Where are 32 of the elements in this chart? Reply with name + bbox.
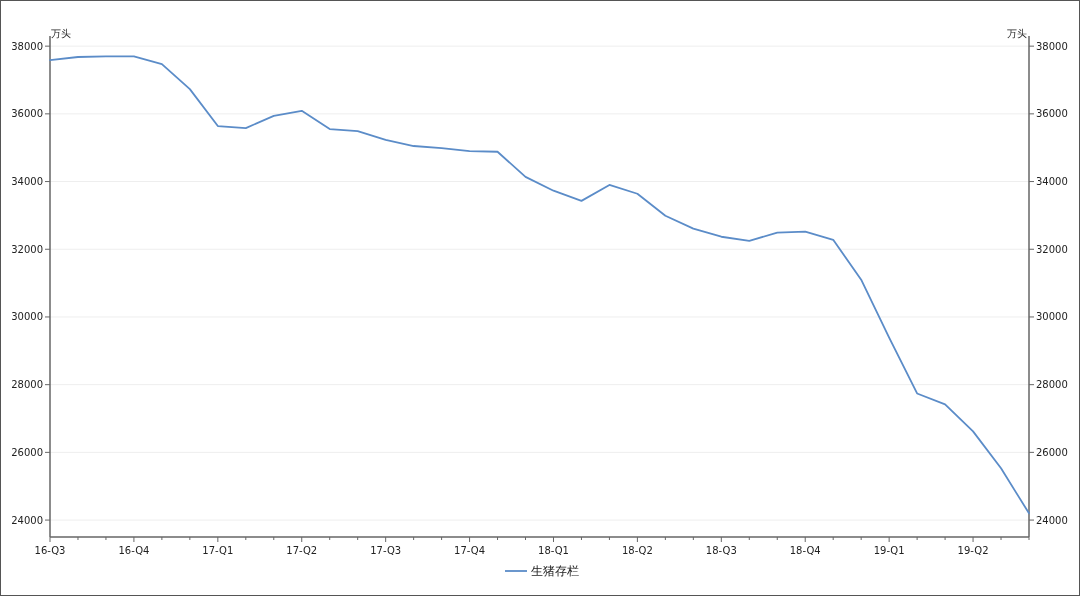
x-tick-label: 19-Q1 <box>873 545 905 556</box>
y-tick-label: 34000 <box>11 176 43 188</box>
x-tick-label: 18-Q3 <box>705 545 737 556</box>
y2-tick-label: 28000 <box>1036 379 1068 391</box>
legend-label: 生猪存栏 <box>531 564 579 579</box>
y2-tick-label: 30000 <box>1036 311 1068 323</box>
y2-tick-label: 24000 <box>1036 514 1068 526</box>
y2-tick-label: 26000 <box>1036 446 1068 458</box>
x-tick-label: 16-Q3 <box>34 545 66 556</box>
x-tick-label: 17-Q4 <box>454 545 486 556</box>
y-tick-label: 28000 <box>11 379 43 391</box>
y2-tick-label: 36000 <box>1036 108 1068 120</box>
y-axis-title: 万头 <box>51 28 71 39</box>
y-tick-label: 26000 <box>11 446 43 458</box>
y2-tick-label: 34000 <box>1036 176 1068 188</box>
x-tick-label: 18-Q4 <box>789 545 821 556</box>
y-tick-label: 24000 <box>11 514 43 526</box>
y-tick-label: 30000 <box>11 311 43 323</box>
x-tick-label: 17-Q2 <box>286 545 318 556</box>
y2-axis-title: 万头 <box>1007 28 1027 39</box>
y-tick-label: 38000 <box>11 40 43 52</box>
line-series <box>49 55 1030 515</box>
y-tick-label: 32000 <box>11 243 43 255</box>
y-tick-label: 36000 <box>11 108 43 120</box>
y2-tick-label: 38000 <box>1036 40 1068 52</box>
x-tick-label: 18-Q2 <box>621 545 653 556</box>
x-tick-label: 19-Q2 <box>957 545 989 556</box>
x-tick-label: 16-Q4 <box>118 545 150 556</box>
x-tick-label: 17-Q3 <box>370 545 402 556</box>
x-tick-label: 18-Q1 <box>538 545 569 556</box>
x-tick-label: 17-Q1 <box>202 545 234 556</box>
y2-tick-label: 32000 <box>1036 243 1068 255</box>
